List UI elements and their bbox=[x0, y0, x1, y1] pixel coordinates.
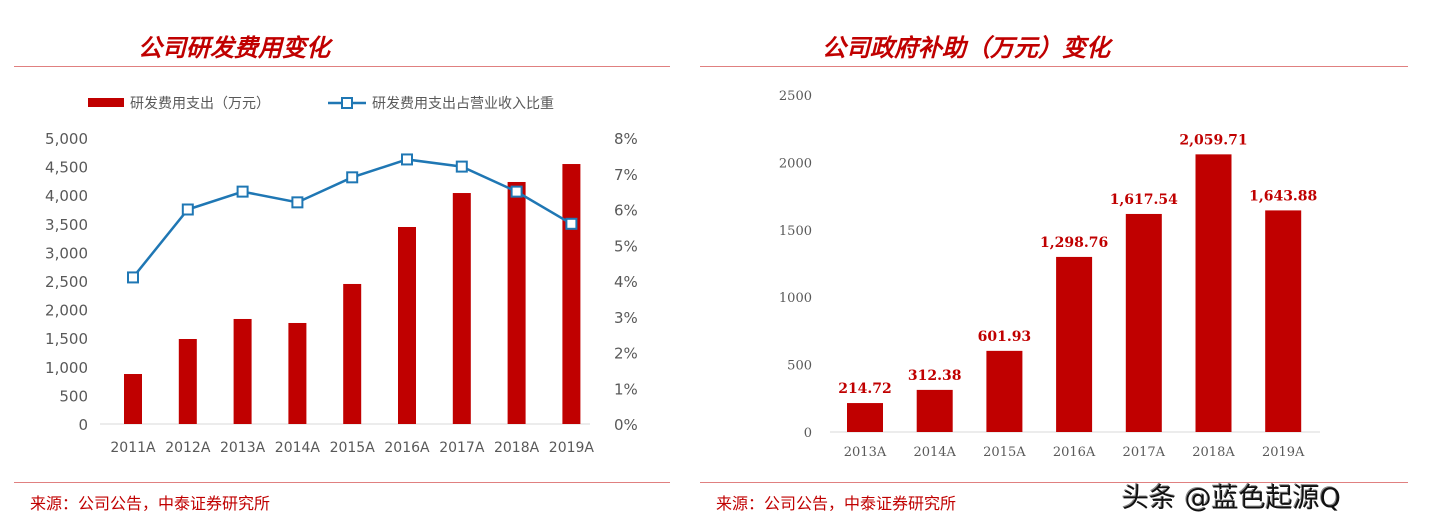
rd-expense-bar bbox=[343, 283, 362, 424]
rd-ratio-marker bbox=[510, 185, 523, 198]
x-tick-label: 2017A bbox=[439, 440, 485, 456]
rd-ratio-marker bbox=[346, 171, 359, 184]
rd-expense-bar bbox=[507, 181, 526, 424]
right-chart-y-tick: 1000 bbox=[779, 291, 812, 306]
left-chart-title: 公司研发费用变化 bbox=[138, 33, 330, 62]
rd-ratio-marker bbox=[181, 203, 194, 216]
right-chart-title: 公司政府补助（万元）变化 bbox=[822, 33, 1110, 62]
left-y-tick: 1,500 bbox=[45, 330, 88, 348]
x-tick-label: 2014A bbox=[275, 440, 321, 456]
x-tick-label: 2016A bbox=[384, 440, 430, 456]
legend-line-label: 研发费用支出占营业收入比重 bbox=[372, 96, 554, 112]
right-chart-y-tick: 2500 bbox=[779, 89, 812, 104]
left-y-tick: 5,000 bbox=[45, 130, 88, 148]
rd-expense-bar bbox=[178, 339, 197, 424]
right-source: 来源：公司公告，中泰证券研究所 bbox=[716, 494, 957, 513]
watermark: 头条 @蓝色起源Q bbox=[1122, 483, 1341, 514]
legend-bar-swatch bbox=[88, 98, 124, 107]
legend-bar-label: 研发费用支出（万元） bbox=[130, 96, 270, 112]
subsidy-bar bbox=[986, 350, 1023, 432]
left-y-tick: 0 bbox=[78, 416, 88, 434]
right-chart-x-tick: 2018A bbox=[1192, 445, 1235, 460]
left-source: 来源：公司公告，中泰证券研究所 bbox=[30, 494, 271, 513]
subsidy-data-label: 312.38 bbox=[908, 368, 962, 384]
right-chart-x-tick: 2013A bbox=[844, 445, 887, 460]
right-chart-x-tick: 2014A bbox=[913, 445, 956, 460]
left-y-tick: 4,500 bbox=[45, 159, 88, 177]
x-tick-label: 2018A bbox=[494, 440, 540, 456]
subsidy-data-label: 214.72 bbox=[838, 381, 892, 397]
left-y-tick: 3,000 bbox=[45, 244, 88, 262]
right-chart-y-tick: 500 bbox=[787, 359, 812, 374]
left-footer-divider bbox=[14, 482, 670, 483]
rd-ratio-marker bbox=[236, 185, 249, 198]
rd-ratio-marker bbox=[565, 217, 578, 230]
right-y-tick: 8% bbox=[614, 130, 638, 148]
x-tick-label: 2012A bbox=[165, 440, 211, 456]
subsidy-bar bbox=[1265, 210, 1302, 432]
subsidy-data-label: 1,643.88 bbox=[1249, 188, 1317, 204]
subsidy-data-label: 601.93 bbox=[978, 329, 1032, 345]
right-chart-x-tick: 2016A bbox=[1053, 445, 1096, 460]
right-footer-divider bbox=[700, 482, 1408, 483]
subsidy-data-label: 1,617.54 bbox=[1110, 192, 1178, 208]
rd-ratio-marker bbox=[127, 271, 139, 284]
x-tick-label: 2013A bbox=[220, 440, 266, 456]
x-tick-label: 2019A bbox=[549, 440, 595, 456]
left-y-tick: 2,500 bbox=[45, 273, 88, 291]
right-chart-x-tick: 2015A bbox=[983, 445, 1026, 460]
right-y-tick: 7% bbox=[614, 166, 638, 184]
legend-line-marker bbox=[341, 97, 353, 109]
left-y-tick: 500 bbox=[59, 387, 88, 405]
right-y-tick: 5% bbox=[614, 237, 638, 255]
rd-ratio-marker bbox=[291, 196, 304, 209]
right-y-tick: 6% bbox=[614, 202, 638, 220]
right-chart-y-tick: 1500 bbox=[779, 224, 812, 239]
rd-ratio-marker bbox=[455, 160, 468, 173]
right-chart-x-tick: 2017A bbox=[1123, 445, 1166, 460]
rd-expense-bar bbox=[398, 227, 416, 424]
left-y-tick: 1,000 bbox=[45, 359, 88, 377]
rd-expense-bar bbox=[562, 164, 581, 424]
subsidy-bar bbox=[916, 389, 953, 432]
right-chart-y-tick: 0 bbox=[804, 426, 812, 441]
right-y-tick: 4% bbox=[614, 273, 638, 291]
subsidy-bar bbox=[1056, 256, 1093, 432]
left-y-tick: 2,000 bbox=[45, 302, 88, 320]
right-y-tick: 2% bbox=[614, 345, 638, 363]
right-chart-x-tick: 2019A bbox=[1262, 445, 1305, 460]
subsidy-bar bbox=[1195, 154, 1232, 433]
right-y-tick: 0% bbox=[614, 416, 638, 434]
x-tick-label: 2011A bbox=[110, 440, 156, 456]
left-y-tick: 3,500 bbox=[45, 216, 88, 234]
rd-expense-bar bbox=[452, 193, 471, 424]
right-chart-y-tick: 2000 bbox=[779, 156, 812, 171]
right-y-tick: 1% bbox=[614, 380, 638, 398]
rd-ratio-marker bbox=[401, 153, 413, 166]
rd-expense-bar bbox=[124, 374, 142, 424]
right-title-divider bbox=[700, 66, 1408, 67]
subsidy-bar bbox=[1125, 213, 1162, 432]
rd-expense-bar bbox=[288, 322, 307, 424]
subsidy-bar bbox=[847, 403, 883, 432]
rd-expense-bar bbox=[233, 318, 252, 424]
left-y-tick: 4,000 bbox=[45, 187, 88, 205]
subsidy-data-label: 2,059.71 bbox=[1179, 132, 1247, 148]
subsidy-data-label: 1,298.76 bbox=[1040, 235, 1108, 251]
right-y-tick: 3% bbox=[614, 309, 638, 327]
x-tick-label: 2015A bbox=[330, 440, 376, 456]
left-title-divider bbox=[14, 66, 670, 67]
